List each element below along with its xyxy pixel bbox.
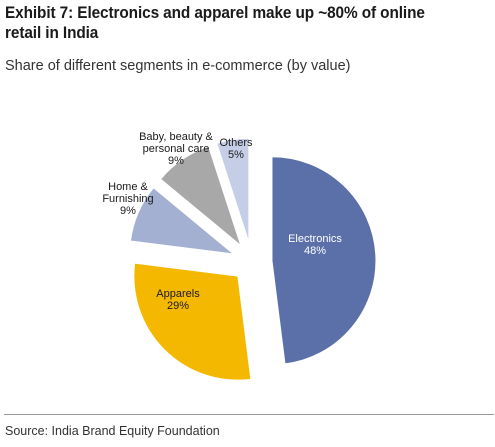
pie-slice-home-furnishing: [129, 187, 236, 255]
source-note: Source: India Brand Equity Foundation: [5, 424, 220, 438]
slice-label-0: Electronics 48%: [288, 233, 342, 257]
divider: [4, 414, 494, 415]
slice-label-4: Others 5%: [219, 137, 253, 161]
slice-label-3: Baby, beauty & personal care 9%: [139, 131, 213, 167]
slice-label-1: Apparels 29%: [156, 288, 200, 312]
slice-label-2: Home & Furnishing 9%: [102, 181, 153, 217]
pie-slice-electronics: [271, 156, 377, 365]
chart-subtitle: Share of different segments in e-commerc…: [5, 58, 351, 74]
pie-slice-others: [216, 137, 250, 243]
pie-slice-baby-beauty-personal-care: [159, 145, 242, 247]
pie-slice-apparels: [133, 262, 252, 381]
chart-title: Exhibit 7: Electronics and apparel make …: [5, 4, 425, 42]
